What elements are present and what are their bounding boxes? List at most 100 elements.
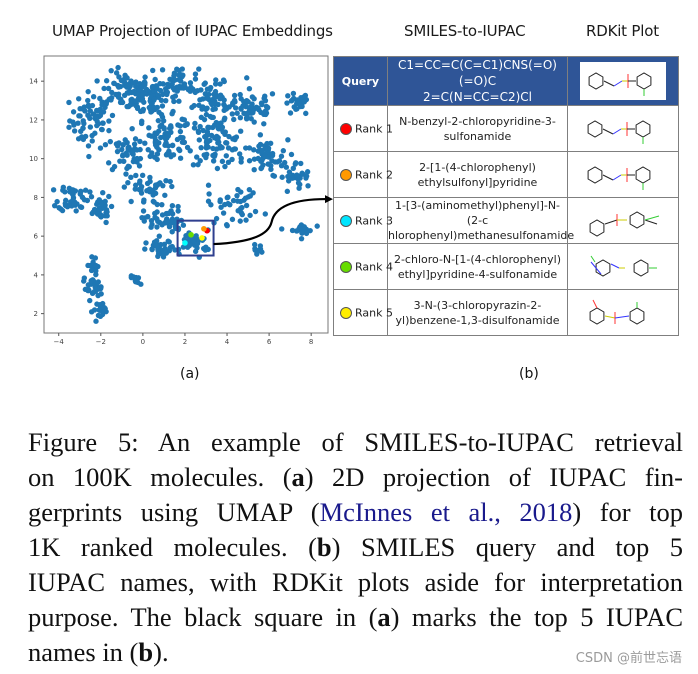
scatter-point [197,158,203,164]
scatter-point [268,166,274,172]
scatter-point [160,81,166,87]
scatter-point [128,174,134,181]
scatter-point [205,198,212,204]
scatter-point [286,169,293,175]
scatter-point [192,120,198,127]
scatter-point [129,126,135,132]
rank-color-dot-icon [340,306,352,319]
scatter-point [243,202,250,209]
scatter-point [235,186,241,193]
scatter-point [175,122,181,128]
caption-text: gerprints using UMAP ( [28,497,320,527]
scatter-point [197,123,203,130]
scatter-point [130,80,136,86]
iupac-name-line1: 1-[3-(aminomethyl)phenyl]-N-(2-c [394,199,561,227]
scatter-point [62,189,68,195]
scatter-point [238,159,244,165]
scatter-point [258,165,265,171]
x-tick-label: −2 [96,338,106,346]
caption-line: names in (b). [28,635,683,670]
scatter-point [105,85,112,92]
bond [603,80,615,87]
scatter-point [130,158,137,165]
scatter-point [115,64,121,71]
citation-link[interactable]: McInnes et al., 2018 [319,497,573,527]
scatter-point [73,208,79,214]
scatter-point [237,91,243,98]
scatter-point [169,183,175,190]
scatter-point [243,217,249,223]
scatter-point [85,112,91,118]
scatter-point [283,164,290,170]
scatter-point [232,105,239,111]
rdkit-plot-cell [567,151,679,198]
scatter-point [78,134,85,140]
scatter-point [89,138,95,144]
scatter-point [99,311,106,318]
scatter-point [121,184,128,190]
scatter-point [66,99,72,106]
scatter-point [161,126,167,132]
scatter-point [269,158,275,164]
iupac-name-line2: yl)benzene-1,3-disulfonamide [395,313,560,327]
scatter-point [256,143,262,149]
query-smiles-line2: 2=C(N=CC=C2)Cl [422,90,532,104]
scatter-point [278,153,285,159]
scatter-point [289,227,296,234]
scatter-point [169,203,176,209]
scatter-point [111,80,117,86]
scatter-point [119,146,125,153]
scatter-point [234,110,240,116]
scatter-point [106,127,112,134]
bond [604,219,618,224]
scatter-point [261,121,267,127]
scatter-point [155,247,161,254]
subfigure-ref: a [291,462,305,492]
scatter-point [207,113,214,120]
scatter-point [202,91,209,97]
rank-color-dot-icon [340,214,352,227]
scatter-point [301,99,307,105]
scatter-point [194,88,201,94]
scatter-point [124,75,130,81]
scatter-point [204,105,210,111]
scatter-point [54,198,60,205]
scatter-point [279,226,285,232]
scatter-point [180,85,187,91]
scatter-point [151,96,158,102]
scatter-point [137,138,143,145]
scatter-point [222,163,228,170]
rdkit-plot-title: RDKit Plot [586,22,659,40]
result-row: Rank 5 3-N-(3-chloropyrazin-2- yl)benzene-… [333,289,679,336]
caption-line: Figure 5: An example of SMILES-to-IUPAC … [28,425,683,460]
scatter-point [150,67,156,74]
scatter-point [93,271,99,278]
scatter-point [210,158,217,164]
result-row: Rank 3 1-[3-(aminomethyl)phenyl]-N-(2-c hl… [333,197,679,244]
scatter-point [293,228,300,234]
scatter-point [152,210,158,217]
scatter-point [50,187,57,193]
scatter-point [206,124,212,131]
y-tick-label: 10 [29,155,38,163]
scatter-point [122,137,128,143]
scatter-point [174,88,180,94]
scatter-point [181,139,188,145]
y-tick-label: 8 [34,194,38,202]
scatter-point [169,229,175,235]
scatter-point [150,198,157,205]
scatter-point [117,158,123,164]
scatter-point [226,133,232,140]
scatter-point [82,286,89,293]
scatter-point [111,163,118,170]
scatter-point [243,145,249,151]
scatter-point [93,318,99,324]
scatter-point [259,101,265,108]
scatter-point [155,117,162,124]
scatter-point [198,144,204,151]
scatter-point [95,121,102,127]
scatter-point [249,94,256,100]
scatter-point [87,262,93,269]
scatter-point [140,199,147,205]
scatter-point [237,115,244,121]
